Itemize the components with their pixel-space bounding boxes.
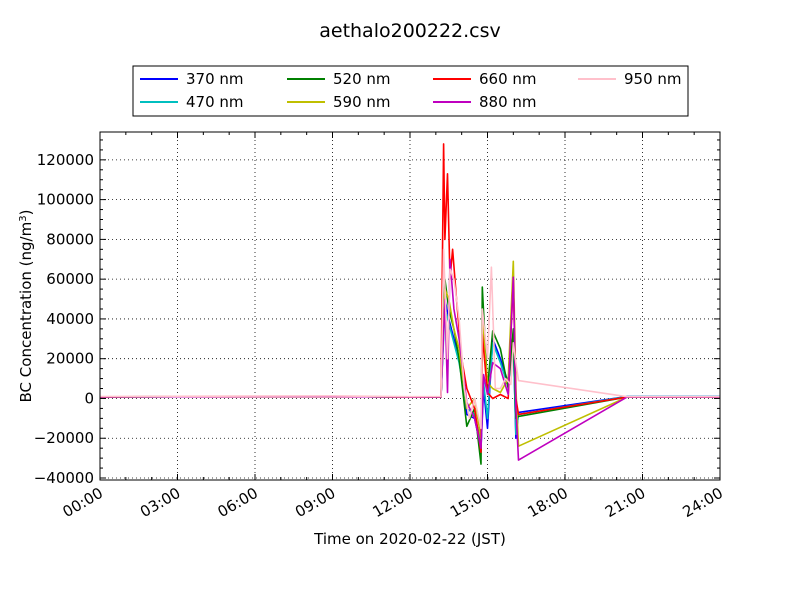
chart-title: aethalo200222.csv	[319, 20, 501, 42]
y-tick-label: 60000	[46, 270, 94, 288]
y-axis-label-main: BC Concentration (ng/m	[17, 222, 35, 403]
y-tick-label: −20000	[34, 429, 94, 447]
legend-label: 590 nm	[333, 93, 391, 111]
y-tick-label: 0	[84, 389, 94, 407]
x-axis-label: Time on 2020-02-22 (JST)	[313, 530, 506, 548]
legend: 370 nm 470 nm 520 nm 590 nm 660 nm 880 nm 950 …	[132, 65, 689, 117]
legend-label: 520 nm	[333, 70, 391, 88]
y-tick-label: −40000	[34, 469, 94, 487]
y-axis-label-superscript: 3	[18, 215, 29, 221]
y-tick-label: 80000	[46, 230, 94, 248]
y-tick-label: 40000	[46, 310, 94, 328]
legend-label: 370 nm	[186, 70, 244, 88]
y-axis-label: BC Concentration (ng/m3)	[17, 210, 35, 403]
legend-label: 950 nm	[624, 70, 682, 88]
legend-label: 880 nm	[479, 93, 537, 111]
y-tick-label: 120000	[37, 151, 94, 169]
legend-box	[132, 65, 689, 117]
legend-label: 470 nm	[186, 93, 244, 111]
plot-frame	[99, 131, 721, 481]
series-line-950-nm	[100, 248, 720, 430]
y-tick-label: 100000	[37, 191, 94, 209]
series-layer	[100, 143, 720, 465]
y-axis-label-end: )	[17, 210, 35, 216]
legend-label: 660 nm	[479, 70, 537, 88]
y-tick-label: 20000	[46, 350, 94, 368]
